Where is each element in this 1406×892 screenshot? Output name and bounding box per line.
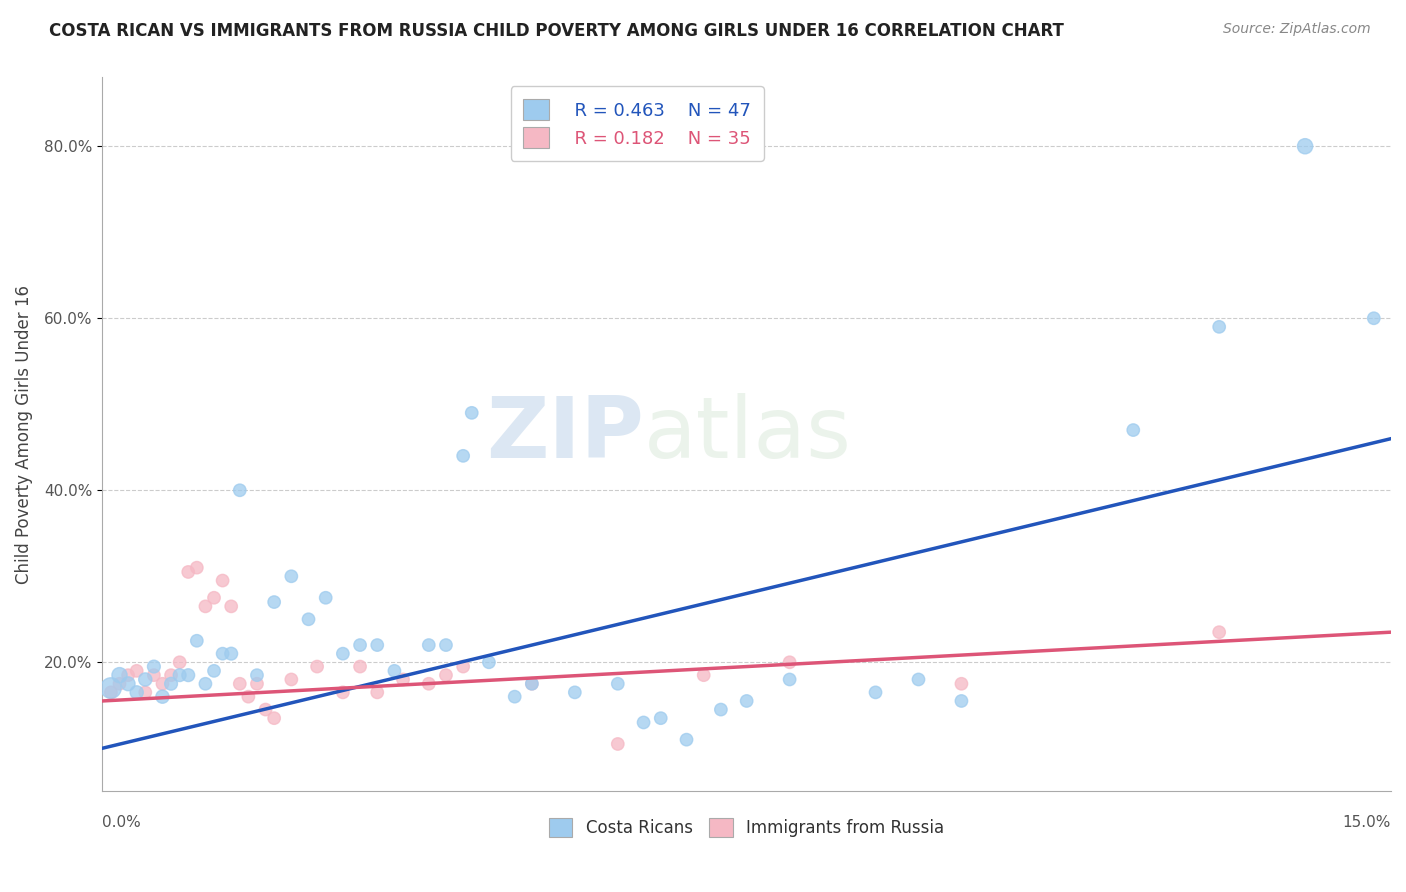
Text: Source: ZipAtlas.com: Source: ZipAtlas.com (1223, 22, 1371, 37)
Point (177, 668, 200, 682)
Point (434, 638, 457, 652)
Text: atlas: atlas (644, 392, 852, 475)
Point (254, 702, 277, 716)
Point (606, 677, 628, 691)
Point (169, 668, 191, 682)
Point (735, 694, 758, 708)
Point (332, 685, 354, 699)
Point (186, 633, 208, 648)
Text: COSTA RICAN VS IMMIGRANTS FROM RUSSIA CHILD POVERTY AMONG GIRLS UNDER 16 CORRELA: COSTA RICAN VS IMMIGRANTS FROM RUSSIA CH… (49, 22, 1064, 40)
Point (160, 677, 183, 691)
Point (117, 668, 139, 682)
Point (152, 690, 174, 704)
Point (865, 685, 887, 699)
Point (246, 668, 269, 682)
Point (169, 655, 191, 669)
Point (461, 406, 484, 420)
Point (1362, 311, 1385, 326)
Point (675, 732, 697, 747)
Point (1208, 625, 1230, 640)
Point (152, 677, 174, 691)
Point (125, 685, 148, 699)
Point (1122, 423, 1144, 437)
Point (332, 647, 354, 661)
Point (1208, 319, 1230, 334)
Point (520, 677, 543, 691)
Point (134, 685, 156, 699)
Point (1294, 139, 1316, 153)
Point (650, 711, 672, 725)
Point (779, 655, 801, 669)
Point (349, 638, 371, 652)
Point (478, 655, 501, 669)
Point (950, 694, 973, 708)
Point (229, 483, 252, 498)
Point (366, 638, 388, 652)
Point (392, 673, 415, 687)
Text: 15.0%: 15.0% (1343, 815, 1391, 830)
Point (134, 673, 156, 687)
Legend: Costa Ricans, Immigrants from Russia: Costa Ricans, Immigrants from Russia (543, 811, 950, 844)
Point (633, 715, 655, 730)
Point (117, 677, 139, 691)
Point (142, 668, 165, 682)
Point (693, 668, 716, 682)
Point (451, 659, 474, 673)
Point (451, 449, 474, 463)
Text: ZIP: ZIP (486, 392, 644, 475)
Point (108, 677, 131, 691)
Point (280, 673, 302, 687)
Point (907, 673, 929, 687)
Point (211, 574, 233, 588)
Point (710, 702, 733, 716)
Point (211, 647, 233, 661)
Point (160, 668, 183, 682)
Point (100, 685, 122, 699)
Text: 0.0%: 0.0% (103, 815, 141, 830)
Point (606, 737, 628, 751)
Point (297, 612, 319, 626)
Point (186, 560, 208, 574)
Point (564, 685, 586, 699)
Point (779, 673, 801, 687)
Point (349, 659, 371, 673)
Point (194, 599, 217, 614)
Point (194, 677, 217, 691)
Point (384, 664, 406, 678)
Point (315, 591, 337, 605)
Point (238, 690, 260, 704)
Point (418, 677, 440, 691)
Point (434, 668, 457, 682)
Y-axis label: Child Poverty Among Girls Under 16: Child Poverty Among Girls Under 16 (15, 285, 32, 584)
Point (142, 659, 165, 673)
Point (177, 565, 200, 579)
Point (229, 677, 252, 691)
Point (125, 664, 148, 678)
Point (950, 677, 973, 691)
Point (263, 595, 285, 609)
Point (219, 647, 242, 661)
Point (307, 659, 329, 673)
Point (366, 685, 388, 699)
Point (263, 711, 285, 725)
Point (246, 677, 269, 691)
Point (503, 690, 526, 704)
Point (100, 681, 122, 695)
Point (280, 569, 302, 583)
Point (520, 677, 543, 691)
Point (418, 638, 440, 652)
Point (202, 591, 225, 605)
Point (202, 664, 225, 678)
Point (108, 668, 131, 682)
Point (219, 599, 242, 614)
